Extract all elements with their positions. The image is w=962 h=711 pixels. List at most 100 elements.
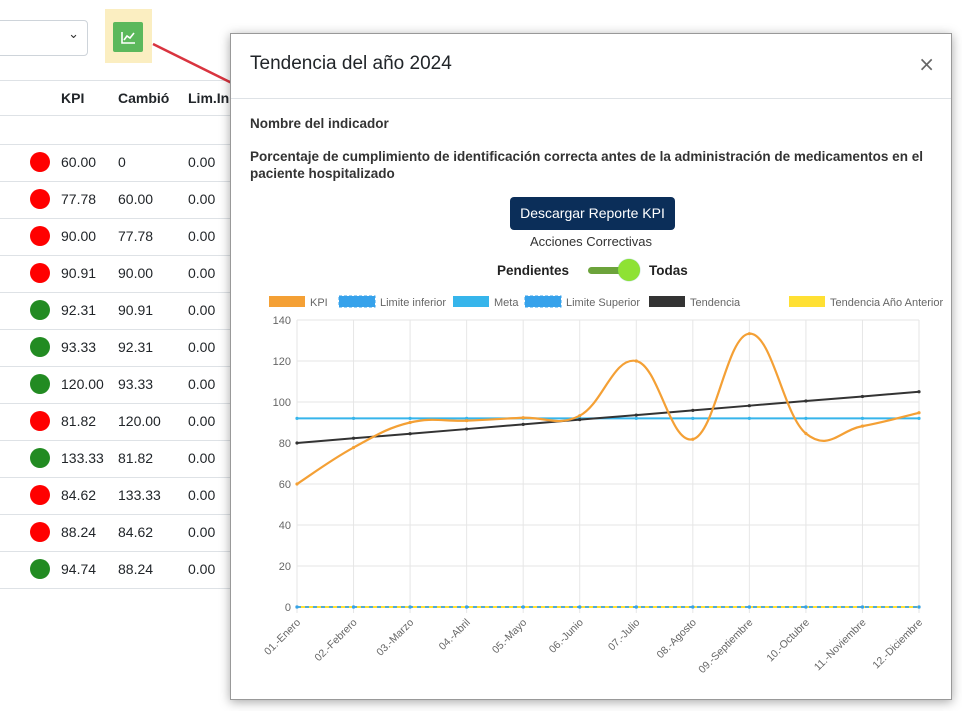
series-line-tendencia <box>296 390 920 444</box>
cell-cambio: 93.33 <box>118 376 154 392</box>
data-point <box>295 482 299 486</box>
data-point <box>465 416 469 420</box>
data-point <box>465 605 469 609</box>
y-tick-label: 140 <box>273 315 291 327</box>
table-row: 90.91 90.00 0.00 <box>0 256 230 293</box>
x-tick-label: 05.-Mayo <box>490 617 530 657</box>
data-point <box>521 416 525 420</box>
x-tick-label: 02.-Febrero <box>312 617 359 664</box>
corrective-actions-label: Acciones Correctivas <box>529 234 653 249</box>
legend-label: Meta <box>494 297 519 309</box>
cell-kpi: 133.33 <box>61 450 104 466</box>
data-point <box>634 416 638 420</box>
modal-title: Tendencia del año 2024 <box>250 53 452 74</box>
cell-cambio: 77.78 <box>118 228 154 244</box>
kpi-table: KPI Cambió Lim.In 60.00 0 0.00 77.78 60.00 0.… <box>0 80 230 589</box>
y-tick-label: 80 <box>279 438 291 450</box>
legend-label: Limite inferior <box>380 297 446 309</box>
year-select[interactable]: ⌄ <box>0 20 88 56</box>
data-point <box>691 408 695 413</box>
x-tick-label: 01.-Enero <box>262 617 303 658</box>
table-row: 88.24 84.62 0.00 <box>0 515 230 552</box>
x-tick-label: 10.-Octubre <box>764 617 812 665</box>
cell-cambio: 120.00 <box>118 413 161 429</box>
legend-swatch <box>789 296 825 307</box>
data-point <box>917 416 921 420</box>
cell-kpi: 93.33 <box>61 339 97 355</box>
cell-cambio: 90.91 <box>118 302 154 318</box>
legend-swatch <box>524 295 562 308</box>
legend-label: Tendencia Año Anterior <box>830 297 943 309</box>
data-point <box>465 419 469 423</box>
data-point <box>465 427 469 431</box>
data-point <box>408 416 412 420</box>
table-row: 93.33 92.31 0.00 <box>0 330 230 367</box>
data-point <box>295 605 299 609</box>
data-point <box>351 436 356 440</box>
table-row: 77.78 60.00 0.00 <box>0 182 230 219</box>
indicator-label: Nombre del indicador <box>250 116 389 131</box>
data-point <box>747 416 751 420</box>
x-tick-label: 11.-Noviembre <box>812 617 869 674</box>
data-point <box>860 424 865 428</box>
data-point <box>521 422 525 426</box>
status-dot <box>30 448 50 468</box>
y-tick-label: 120 <box>273 356 291 368</box>
cell-lim: 0.00 <box>188 154 216 170</box>
data-point <box>804 431 808 436</box>
status-dot <box>30 226 50 246</box>
data-point <box>917 605 921 609</box>
data-point <box>408 432 412 436</box>
x-tick-label: 06.-Junio <box>547 617 586 656</box>
cell-lim: 0.00 <box>188 376 216 392</box>
cell-lim: 0.00 <box>188 561 216 577</box>
legend-label: KPI <box>310 297 328 309</box>
data-point <box>860 416 865 420</box>
data-point <box>860 394 865 399</box>
status-dot <box>30 337 50 357</box>
data-point <box>804 399 808 403</box>
table-row: 90.00 77.78 0.00 <box>0 219 230 256</box>
cell-lim: 0.00 <box>188 524 216 540</box>
data-point <box>408 605 412 609</box>
y-tick-label: 20 <box>279 561 291 573</box>
data-point <box>408 420 412 425</box>
kpi-trend-chart: 0 20 40 60 80 100 120 140 01.-Enero 02.-Febrero 03… <box>262 295 943 676</box>
cell-lim: 0.00 <box>188 487 216 503</box>
data-point <box>747 404 751 408</box>
status-dot <box>30 263 50 283</box>
chevron-down-icon: ⌄ <box>68 27 79 42</box>
table-spacer-row <box>0 116 230 145</box>
switch-label-pending: Pendientes <box>497 263 570 278</box>
cell-kpi: 84.62 <box>61 487 97 503</box>
cell-kpi: 90.91 <box>61 265 97 281</box>
table-row: 60.00 0 0.00 <box>0 145 230 182</box>
chart-button[interactable] <box>113 22 143 52</box>
close-icon[interactable]: × <box>918 52 935 76</box>
line-chart-icon <box>121 32 135 44</box>
download-report-button[interactable]: Descargar Reporte KPI <box>510 197 675 230</box>
data-point <box>295 441 299 445</box>
legend-label: Limite Superior <box>566 297 640 309</box>
data-point <box>351 605 356 609</box>
x-tick-label: 07.-Julio <box>606 617 643 654</box>
y-tick-label: 60 <box>279 479 291 491</box>
status-dot <box>30 485 50 505</box>
cell-kpi: 77.78 <box>61 191 97 207</box>
data-point <box>578 418 582 422</box>
header-cambio: Cambió <box>118 90 170 106</box>
header-lim: Lim.In <box>188 90 230 106</box>
x-tick-label: 03.-Marzo <box>374 617 416 659</box>
table-row: 92.31 90.91 0.00 <box>0 293 230 330</box>
cell-lim: 0.00 <box>188 228 216 244</box>
legend-swatch <box>338 295 376 308</box>
series-line-kpi <box>296 332 920 485</box>
toggle-knob[interactable] <box>618 259 640 281</box>
pending-all-toggle[interactable] <box>588 259 642 281</box>
data-point <box>691 437 695 441</box>
cell-kpi: 90.00 <box>61 228 97 244</box>
table-row: 84.62 133.33 0.00 <box>0 478 230 515</box>
legend-swatch <box>269 296 305 307</box>
cell-cambio: 60.00 <box>118 191 154 207</box>
toggle-track <box>588 267 634 274</box>
